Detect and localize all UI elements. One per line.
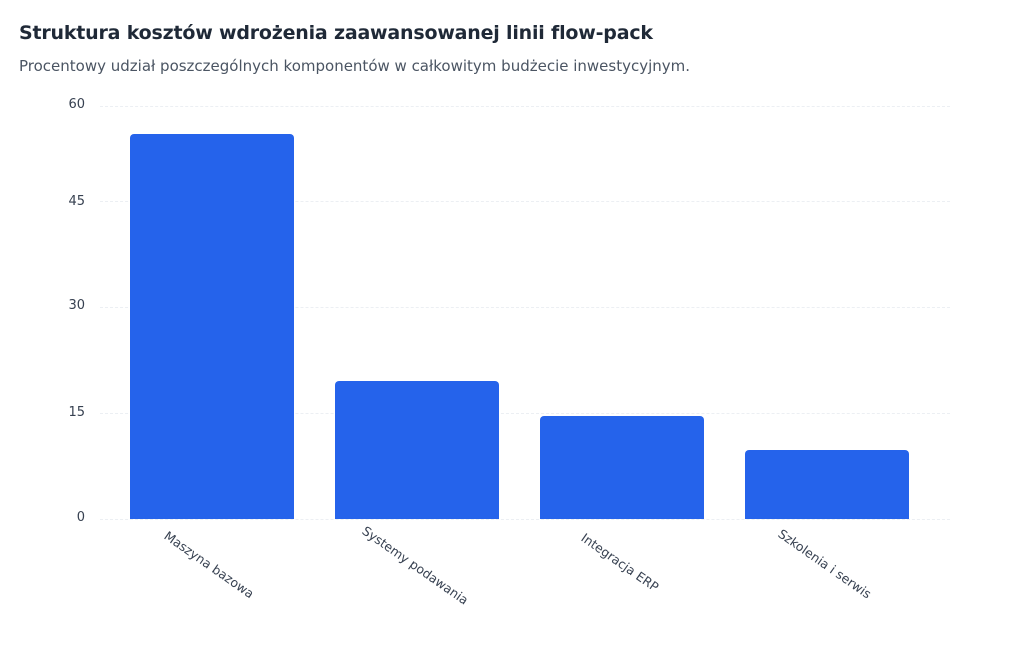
- gridline: [100, 307, 950, 308]
- x-label: Systemy podawania: [359, 523, 472, 608]
- bar-integracja-erp[interactable]: [540, 415, 704, 519]
- gridline-baseline: [100, 519, 950, 520]
- chart-title: Struktura kosztów wdrożenia zaawansowane…: [19, 22, 653, 44]
- x-label: Integracja ERP: [578, 530, 662, 595]
- x-label: Szkolenia i serwis: [775, 526, 875, 602]
- y-tick-30: 30: [68, 298, 85, 313]
- bar-szkolenia-i-serwis[interactable]: [745, 450, 909, 519]
- gridline: [100, 201, 950, 202]
- bar-maszyna-bazowa[interactable]: [130, 133, 294, 519]
- bar-systemy-podawania[interactable]: [335, 381, 499, 519]
- gridline: [100, 106, 950, 107]
- x-label: Maszyna bazowa: [161, 528, 257, 602]
- gridline: [100, 413, 950, 414]
- y-tick-60: 60: [68, 97, 85, 112]
- chart-subtitle: Procentowy udział poszczególnych kompone…: [19, 57, 691, 75]
- y-tick-15: 15: [68, 405, 85, 420]
- y-tick-0: 0: [76, 510, 85, 525]
- y-tick-45: 45: [68, 194, 85, 209]
